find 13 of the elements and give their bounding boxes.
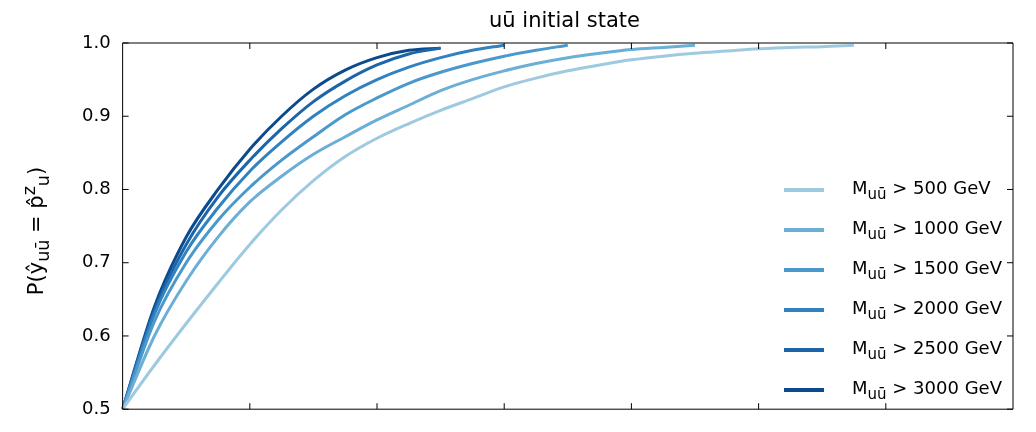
legend-label: M$_{uū}$ > 2500 GeV [852, 337, 1002, 363]
y-tick-label: 0.6 [81, 323, 111, 345]
legend-label: M$_{uū}$ > 500 GeV [852, 177, 991, 203]
legend-label: M$_{uū}$ > 3000 GeV [852, 377, 1002, 403]
legend-label: M$_{uū}$ > 1000 GeV [852, 217, 1002, 243]
y-tick-label: 0.8 [81, 177, 111, 199]
legend-label: M$_{uū}$ > 2000 GeV [852, 297, 1002, 323]
y-tick-label: 0.9 [81, 103, 111, 125]
chart-title: uū initial state [488, 8, 641, 32]
legend-label: M$_{uū}$ > 1500 GeV [852, 257, 1002, 283]
y-tick-label: 1.0 [81, 30, 111, 52]
y-tick-label: 0.7 [81, 250, 111, 272]
y-tick-label: 0.5 [81, 396, 111, 418]
